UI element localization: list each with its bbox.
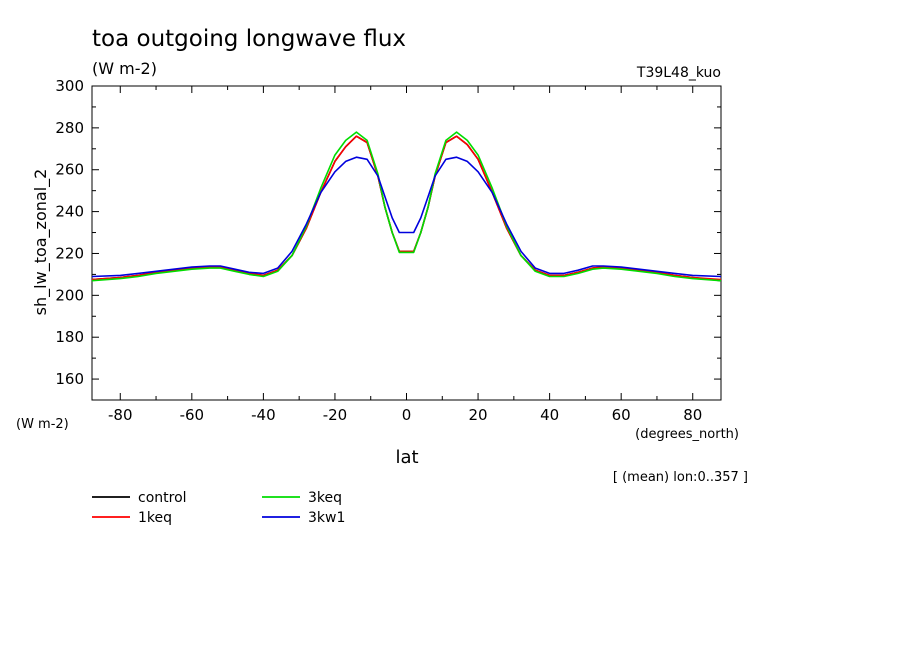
x-tick-label: 60 — [612, 406, 631, 424]
legend-label-3kw1: 3kw1 — [308, 510, 345, 526]
axis-ticks — [92, 85, 721, 400]
y-axis-label: sh_lw_toa_zonal_2 — [31, 169, 51, 316]
x-tick-label: 80 — [683, 406, 702, 424]
legend-label-control: control — [138, 490, 187, 506]
series-line-3kw1 — [91, 156, 722, 278]
axis-tick-labels: -80 -60 -40 -20 0 20 40 60 80 160 180 200 220 240 260 2… — [55, 77, 702, 424]
x-tick-label: -80 — [108, 406, 133, 424]
x-tick-label: 40 — [540, 406, 559, 424]
y-tick-label: 180 — [55, 328, 84, 346]
series-lines — [91, 131, 722, 282]
y-axis-units: (W m-2) — [16, 417, 69, 432]
legend: control 1keq 3keq 3kw1 — [92, 490, 345, 526]
series-line-1keq — [91, 135, 722, 281]
x-tick-label: -40 — [251, 406, 276, 424]
legend-label-3keq: 3keq — [308, 490, 342, 506]
x-axis-label: lat — [395, 447, 418, 468]
chart-units: (W m-2) — [92, 59, 157, 78]
y-tick-label: 260 — [55, 161, 84, 179]
averaging-note: [ (mean) lon:0..357 ] — [613, 470, 748, 485]
x-tick-label: -60 — [180, 406, 205, 424]
chart-title: toa outgoing longwave flux — [92, 26, 406, 52]
y-tick-label: 160 — [55, 370, 84, 388]
y-tick-label: 240 — [55, 203, 84, 221]
y-tick-label: 220 — [55, 244, 84, 262]
y-tick-label: 300 — [55, 77, 84, 95]
series-line-3keq — [91, 131, 722, 282]
y-tick-label: 280 — [55, 119, 84, 137]
x-tick-label: 0 — [402, 406, 412, 424]
plot-frame — [91, 85, 722, 401]
experiment-label: T39L48_kuo — [636, 65, 721, 81]
legend-label-1keq: 1keq — [138, 510, 172, 526]
x-axis-units: (degrees_north) — [635, 427, 739, 442]
x-tick-label: 20 — [469, 406, 488, 424]
y-tick-label: 200 — [55, 286, 84, 304]
x-tick-label: -20 — [323, 406, 348, 424]
plot-area: -80 -60 -40 -20 0 20 40 60 80 160 180 200 220 240 260 2… — [55, 77, 722, 424]
series-line-control — [91, 135, 722, 282]
